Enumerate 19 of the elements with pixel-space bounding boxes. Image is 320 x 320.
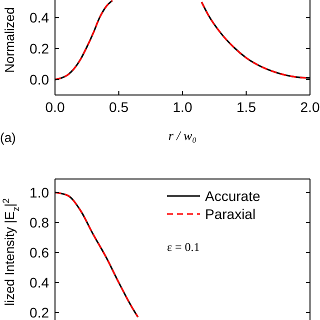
legend-label: Accurate [205, 188, 260, 204]
x-axis-title: r / w₀ [168, 128, 197, 143]
x-tick-label: 2.0 [300, 99, 320, 115]
x-tick-label: 0.5 [109, 99, 129, 115]
y-axis-title: Normalized [2, 7, 17, 73]
x-tick-label: 0.0 [45, 99, 65, 115]
y-tick-label: 0.2 [30, 304, 50, 320]
y-tick-label: 0.0 [30, 71, 50, 88]
legend-label: Paraxial [205, 206, 256, 222]
y-tick-label: 1.0 [30, 184, 50, 200]
y-tick-label: 0.2 [30, 40, 50, 56]
x-tick-label: 1.0 [172, 99, 192, 115]
y-tick-label: 0.4 [30, 9, 50, 26]
annotation: ε = 0.1 [167, 240, 200, 254]
y-tick-label: 0.6 [30, 244, 50, 260]
y-tick-label: 0.4 [30, 274, 50, 290]
y-tick-label: 0.8 [30, 214, 50, 230]
x-tick-label: 1.5 [236, 99, 256, 115]
text: (a) [0, 130, 16, 145]
